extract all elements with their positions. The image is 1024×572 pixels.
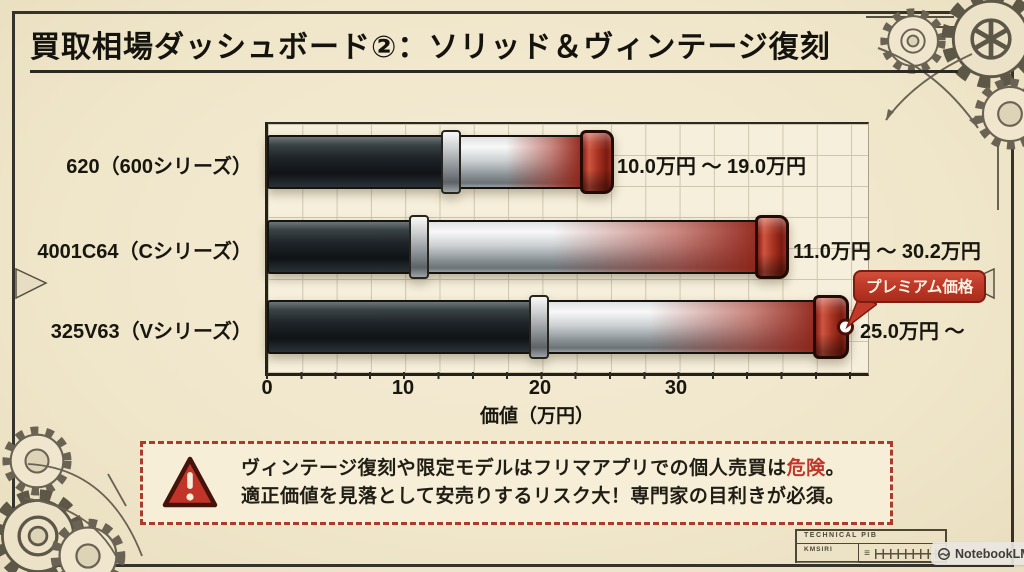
gear-icon	[941, 0, 1024, 89]
x-axis-title: 価値（万円）	[479, 406, 594, 427]
warning-triangle-icon	[162, 456, 218, 508]
gear-icon	[50, 518, 126, 572]
x-tick-label: 30	[664, 377, 688, 399]
title-underline	[30, 70, 958, 73]
bar-red-cap	[755, 215, 789, 279]
triple-bar-glyph: ≡	[864, 547, 870, 559]
bar-collar-ring	[529, 295, 549, 359]
warning-box: ヴィンテージ復刻や限定モデルはフリマアプリでの個人売買は危険。 適正価値を見落と…	[140, 441, 893, 525]
border-accent-line	[997, 92, 999, 210]
x-tick-label: 10	[391, 377, 415, 399]
sketch-arrows	[877, 47, 979, 129]
x-axis-ticks	[266, 372, 864, 379]
bar-shaft-silver	[549, 300, 813, 354]
title-block-row2: KMSIRI ≡	[797, 544, 945, 563]
category-label: 325V63（Vシリーズ）	[50, 321, 252, 343]
warning-line-2: 適正価値を見落として安売りするリスク大！専門家の目利きが必須。	[241, 486, 845, 507]
bar-325v63	[267, 295, 854, 359]
notebooklm-logo-icon	[938, 547, 950, 560]
technical-title-block: TECHNICAL PIB KMSIRI ≡	[795, 529, 947, 563]
warning-text: ヴィンテージ復刻や限定モデルはフリマアプリでの個人売買は危険。 適正価値を見落と…	[241, 455, 845, 511]
page-title: 買取相場ダッシュボード②：ソリッド＆ヴィンテージ復刻	[30, 31, 831, 64]
category-label: 620（600シリーズ）	[66, 156, 252, 178]
value-label: 11.0万円 ～ 30.2万円	[793, 241, 981, 263]
title-block-id: KMSIRI	[797, 544, 860, 563]
premium-price-callout: プレミアム価格	[853, 270, 987, 303]
value-label: 10.0万円 ～ 19.0万円	[617, 156, 806, 178]
bar-shaft-silver	[429, 220, 755, 274]
watermark-label: NotebookLM	[955, 546, 1024, 561]
bar-collar-ring	[441, 130, 461, 194]
ruler-scale-icon	[875, 548, 945, 559]
x-tick-label: 20	[528, 377, 552, 399]
bar-shaft-dark	[267, 300, 529, 354]
value-label: 25.0万円 ～	[860, 321, 965, 343]
warning-line-1: ヴィンテージ復刻や限定モデルはフリマアプリでの個人売買は危険。	[241, 458, 846, 479]
gear-icon	[0, 489, 85, 572]
bar-collar-ring	[409, 215, 429, 279]
border-accent-line	[866, 16, 954, 18]
category-label: 4001C64（Cシリーズ）	[37, 241, 252, 263]
title-block-scale: ≡	[859, 544, 945, 563]
border-accent-line	[886, 26, 954, 28]
gear-icon	[2, 426, 72, 496]
bar-shaft-dark	[267, 135, 441, 189]
danger-word: 危険	[786, 458, 826, 479]
notebooklm-watermark: NotebookLM	[931, 542, 1024, 565]
x-tick-label: 0	[261, 377, 273, 399]
bar-shaft-dark	[267, 220, 409, 274]
left-edge-marker	[15, 268, 48, 300]
bar-620	[267, 130, 614, 194]
title-block-row1: TECHNICAL PIB	[797, 531, 945, 544]
bar-4001c64	[267, 215, 789, 279]
bar-shaft-silver	[461, 135, 580, 189]
bar-red-cap	[580, 130, 614, 194]
